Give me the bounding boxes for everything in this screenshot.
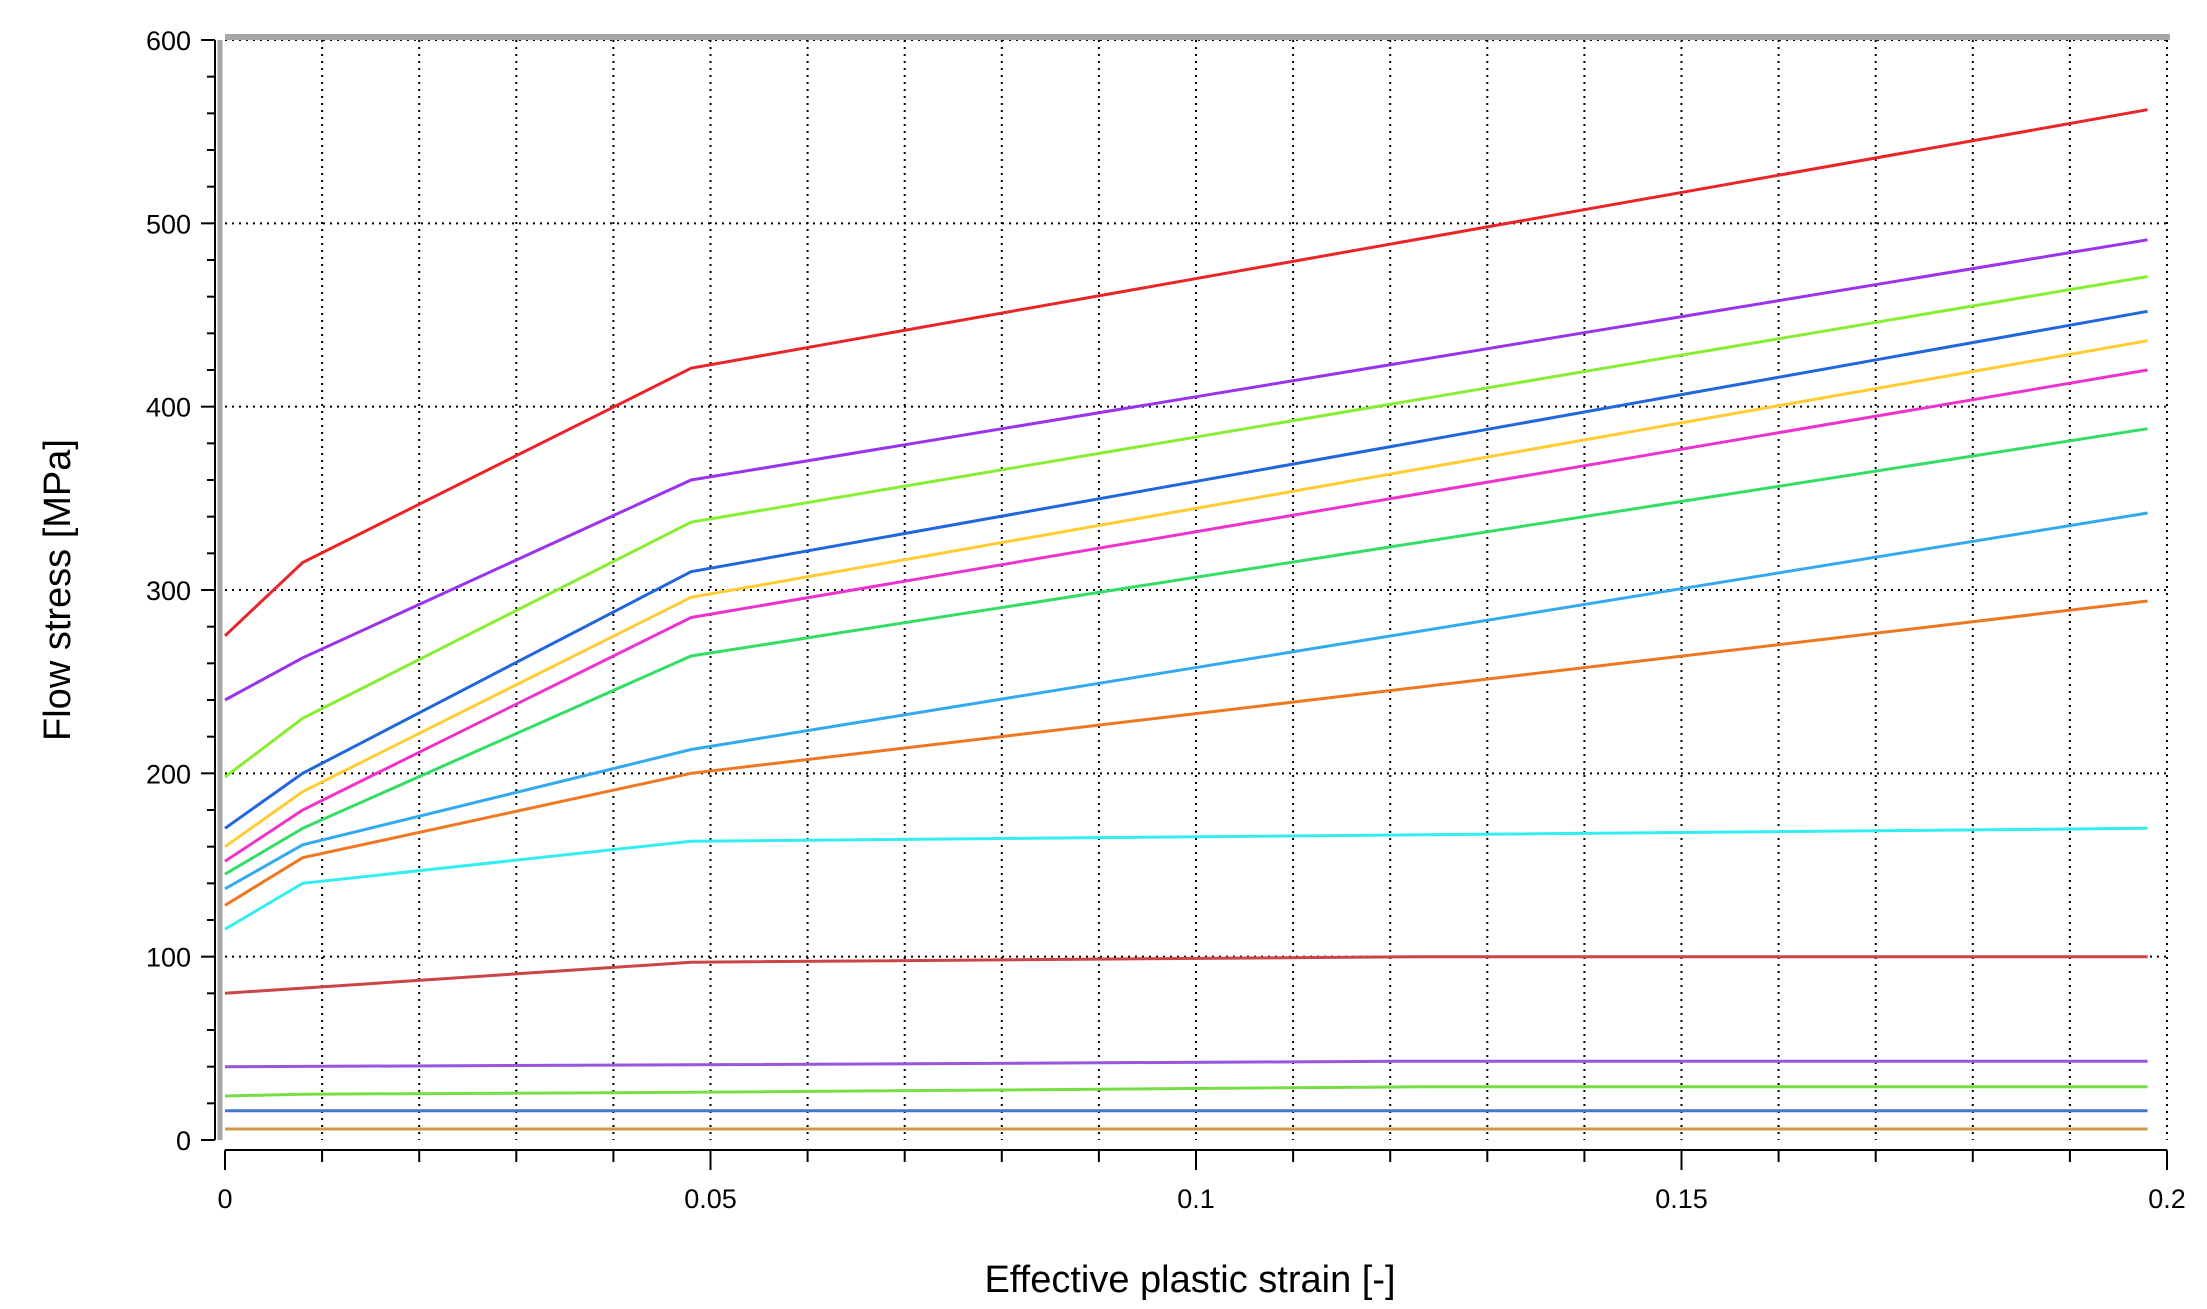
axes [201, 34, 2170, 1170]
series-line-6 [224, 368, 2148, 863]
series-line-3 [224, 275, 2148, 779]
series-line-4 [224, 309, 2148, 830]
y-tick-label: 200 [146, 759, 191, 789]
tick-labels: 0 100 200 300 400 500 600 0 0.05 0.1 0.15 0.2 [146, 26, 2186, 1214]
y-tick-label: 300 [146, 576, 191, 606]
y-tick-label: 600 [146, 26, 191, 56]
x-tick-label: 0.15 [1655, 1184, 1708, 1214]
series-line-12 [224, 1059, 2148, 1069]
series-line-7 [224, 427, 2148, 876]
y-axis-label: Flow stress [MPa] [37, 439, 79, 741]
series-line-9 [224, 599, 2148, 907]
series-line-10 [224, 826, 2148, 931]
y-tick-label: 400 [146, 393, 191, 423]
x-axis-label: Effective plastic strain [-] [984, 1259, 1395, 1301]
x-tick-label: 0 [217, 1184, 232, 1214]
y-tick-label: 500 [146, 209, 191, 239]
series-line-5 [224, 339, 2148, 848]
y-tick-label: 100 [146, 943, 191, 973]
series-line-11 [224, 955, 2148, 995]
x-tick-label: 0.05 [684, 1184, 737, 1214]
x-tick-label: 0.2 [2148, 1184, 2186, 1214]
x-tick-label: 0.1 [1177, 1184, 1215, 1214]
series-line-1 [223, 108, 2148, 637]
series-group [223, 108, 2148, 1131]
series-line-2 [224, 238, 2148, 702]
series-line-13 [224, 1085, 2148, 1098]
series-line-8 [224, 511, 2148, 891]
y-tick-label: 0 [176, 1126, 191, 1156]
